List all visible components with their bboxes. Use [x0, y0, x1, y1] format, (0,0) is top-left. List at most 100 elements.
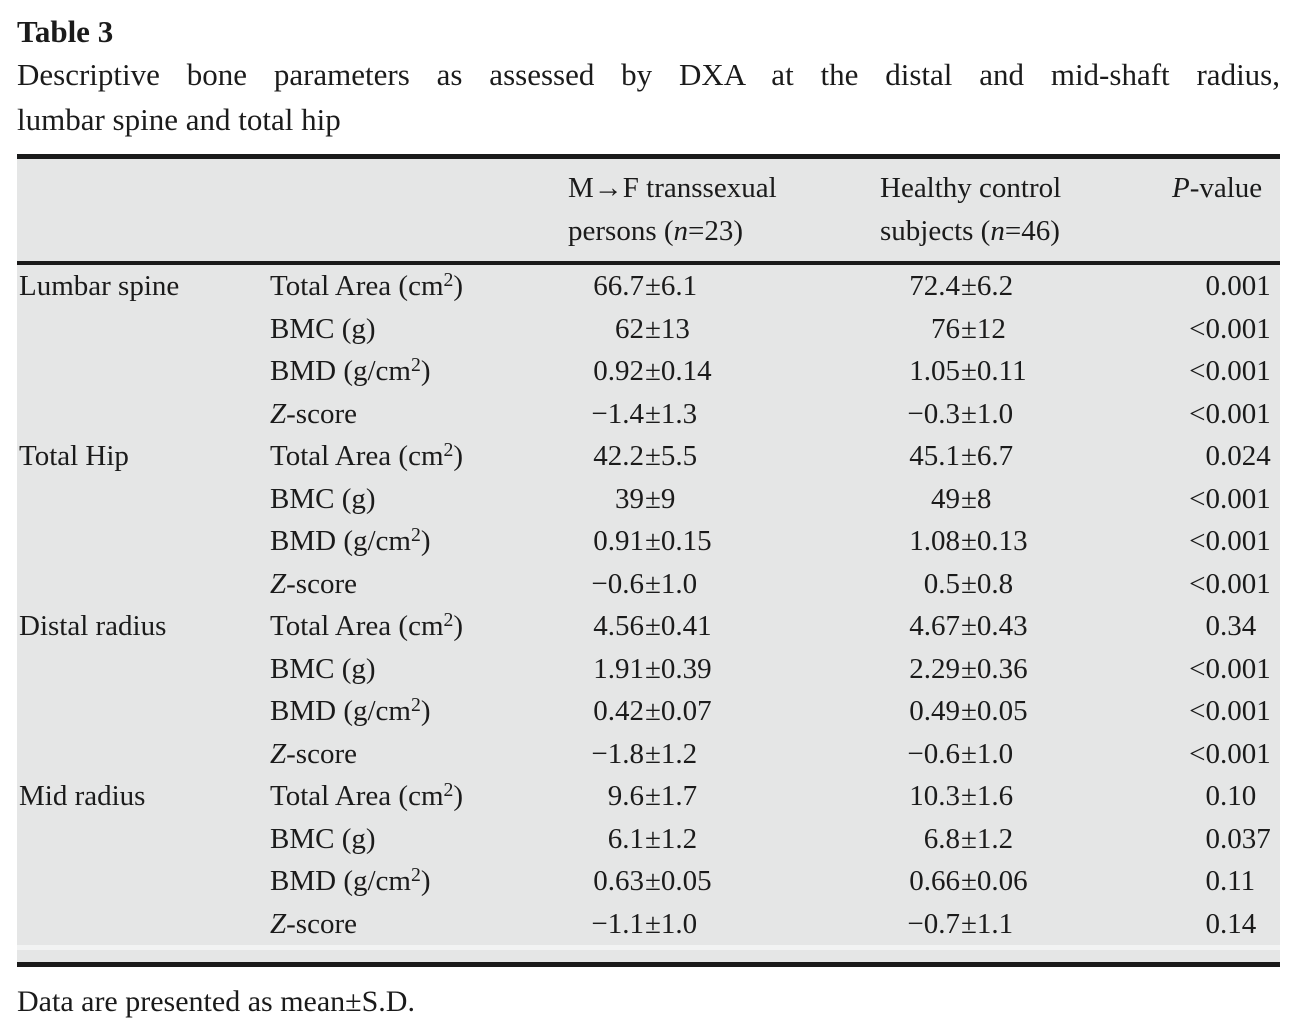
- pvalue-integer: <0: [1189, 355, 1220, 387]
- row-parameter-label: Z-score: [270, 567, 357, 600]
- cell-control-value: −0.6 ±1.0: [880, 733, 1172, 776]
- row-group-label: [17, 648, 270, 691]
- row-parameter-label: BMC (g): [270, 652, 376, 685]
- value-sd: ±1.2: [645, 822, 698, 855]
- cell-transsexual-value: 6.1 ±1.2: [568, 818, 880, 861]
- value-mean: 1.05: [909, 355, 960, 387]
- pvalue-integer: <0: [1189, 737, 1220, 770]
- table-row: BMD (g/cm2) 0.91 ±0.15 1.08 ±0.13 <0.001: [17, 520, 1280, 563]
- cell-pvalue: 0.11: [1172, 860, 1280, 903]
- value-sd: ±0.8: [961, 567, 1014, 600]
- table-row: BMD (g/cm2) 0.63 ±0.05 0.66 ±0.06 0.11: [17, 860, 1280, 903]
- value-mean: −0.3: [907, 397, 960, 430]
- cell-pvalue: 0.34: [1172, 605, 1280, 648]
- value-sd: ±0.07: [645, 695, 712, 727]
- pvalue-integer: <0: [1189, 397, 1220, 430]
- cell-transsexual-value: 62 ±13: [568, 308, 880, 351]
- pvalue-fraction: .001: [1220, 695, 1271, 727]
- cell-pvalue: 0.024: [1172, 435, 1280, 478]
- table-row: BMC (g) 6.1 ±1.2 6.8 ±1.2 0.037: [17, 818, 1280, 861]
- table-row: Z-score −0.6 ±1.0 0.5 ±0.8 <0.001: [17, 563, 1280, 606]
- pvalue-integer: <0: [1189, 695, 1220, 727]
- pvalue-integer: <0: [1189, 652, 1220, 685]
- row-parameter-label: BMC (g): [270, 482, 376, 515]
- row-parameter-label: Z-score: [270, 907, 357, 940]
- pvalue-fraction: .024: [1220, 440, 1271, 472]
- value-sd: ±6.2: [961, 270, 1014, 302]
- pvalue-fraction: .14: [1220, 907, 1257, 940]
- value-sd: ±9: [645, 482, 676, 515]
- row-parameter-label: Z-score: [270, 737, 357, 770]
- pvalue-integer: <0: [1189, 482, 1220, 515]
- header-spacer-parameter: [270, 167, 568, 253]
- cell-transsexual-value: −1.4 ±1.3: [568, 393, 880, 436]
- cell-pvalue: <0.001: [1172, 563, 1280, 606]
- table-row: Total Hip Total Area (cm2) 42.2 ±5.5 45.1…: [17, 435, 1280, 478]
- value-mean: 6.8: [923, 822, 960, 855]
- cell-control-value: 49 ±8: [880, 478, 1172, 521]
- superscript: 2: [410, 693, 421, 716]
- table-bottom-padding: [17, 950, 1280, 962]
- value-sd: ±1.2: [645, 737, 698, 770]
- caption-line-1: Descriptive bone parameters as assessed …: [17, 57, 1280, 92]
- row-parameter-label: BMD (g/cm2): [270, 523, 431, 557]
- value-sd: ±1.0: [645, 907, 698, 940]
- pvalue-fraction: .001: [1220, 652, 1271, 685]
- value-sd: ±1.0: [961, 737, 1014, 770]
- superscript: 2: [410, 353, 421, 376]
- cell-pvalue: <0.001: [1172, 733, 1280, 776]
- cell-control-value: 1.05 ±0.11: [880, 350, 1172, 393]
- pvalue-fraction: .001: [1220, 355, 1271, 387]
- cell-transsexual-value: −0.6 ±1.0: [568, 563, 880, 606]
- table-row: Mid radius Total Area (cm2) 9.6 ±1.7 10.3…: [17, 775, 1280, 818]
- row-parameter-label: Total Area (cm2): [270, 438, 464, 472]
- column-header-transsexual-line2: persons (n=23): [568, 215, 744, 247]
- value-sd: ±1.6: [961, 780, 1014, 812]
- table-footnote: Data are presented as mean±S.D.: [17, 985, 415, 1018]
- row-group-label: [17, 818, 270, 861]
- value-sd: ±0.11: [961, 355, 1027, 387]
- value-sd: ±0.36: [961, 652, 1028, 685]
- pvalue-integer: 0: [1205, 822, 1221, 855]
- row-group-label: [17, 860, 270, 903]
- pvalue-integer: <0: [1189, 567, 1220, 600]
- value-sd: ±1.2: [961, 822, 1014, 855]
- value-mean: −1.4: [591, 397, 644, 430]
- column-header-pvalue: P-value: [1172, 172, 1263, 204]
- table-bottom-hairline: [17, 945, 1280, 950]
- row-parameter-label: BMC (g): [270, 822, 376, 855]
- cell-transsexual-value: 0.91 ±0.15: [568, 520, 880, 563]
- value-mean: 6.1: [607, 822, 644, 855]
- header-spacer-region: [17, 167, 270, 253]
- cell-transsexual-value: 4.56 ±0.41: [568, 605, 880, 648]
- value-sd: ±1.3: [645, 397, 698, 430]
- cell-control-value: 72.4 ±6.2: [880, 265, 1172, 308]
- column-header-control-line2: subjects (n=46): [880, 215, 1060, 247]
- table-row: Z-score −1.4 ±1.3 −0.3 ±1.0 <0.001: [17, 393, 1280, 436]
- value-mean: 0.63: [593, 865, 644, 897]
- row-group-label: [17, 563, 270, 606]
- value-mean: −1.1: [591, 907, 644, 940]
- pvalue-fraction: .001: [1220, 737, 1271, 770]
- column-header-transsexual: M→F transsexual persons (n=23): [568, 167, 880, 253]
- table-row: BMC (g) 39 ±9 49 ±8 <0.001: [17, 478, 1280, 521]
- cell-control-value: 1.08 ±0.13: [880, 520, 1172, 563]
- row-parameter-label: Total Area (cm2): [270, 268, 464, 302]
- cell-transsexual-value: 1.91 ±0.39: [568, 648, 880, 691]
- cell-transsexual-value: 9.6 ±1.7: [568, 775, 880, 818]
- value-mean: 72.4: [909, 270, 960, 302]
- pvalue-fraction: .11: [1220, 865, 1256, 897]
- row-parameter-label: BMD (g/cm2): [270, 353, 431, 387]
- value-mean: 0.66: [909, 865, 960, 897]
- value-mean: 4.56: [593, 610, 644, 642]
- cell-control-value: 0.5 ±0.8: [880, 563, 1172, 606]
- cell-pvalue: 0.14: [1172, 903, 1280, 946]
- table-label: Table 3: [17, 14, 114, 49]
- row-group-label: [17, 520, 270, 563]
- value-sd: ±1.1: [961, 907, 1014, 940]
- value-sd: ±0.39: [645, 652, 712, 685]
- cell-control-value: 4.67 ±0.43: [880, 605, 1172, 648]
- cell-control-value: −0.3 ±1.0: [880, 393, 1172, 436]
- cell-control-value: 0.49 ±0.05: [880, 690, 1172, 733]
